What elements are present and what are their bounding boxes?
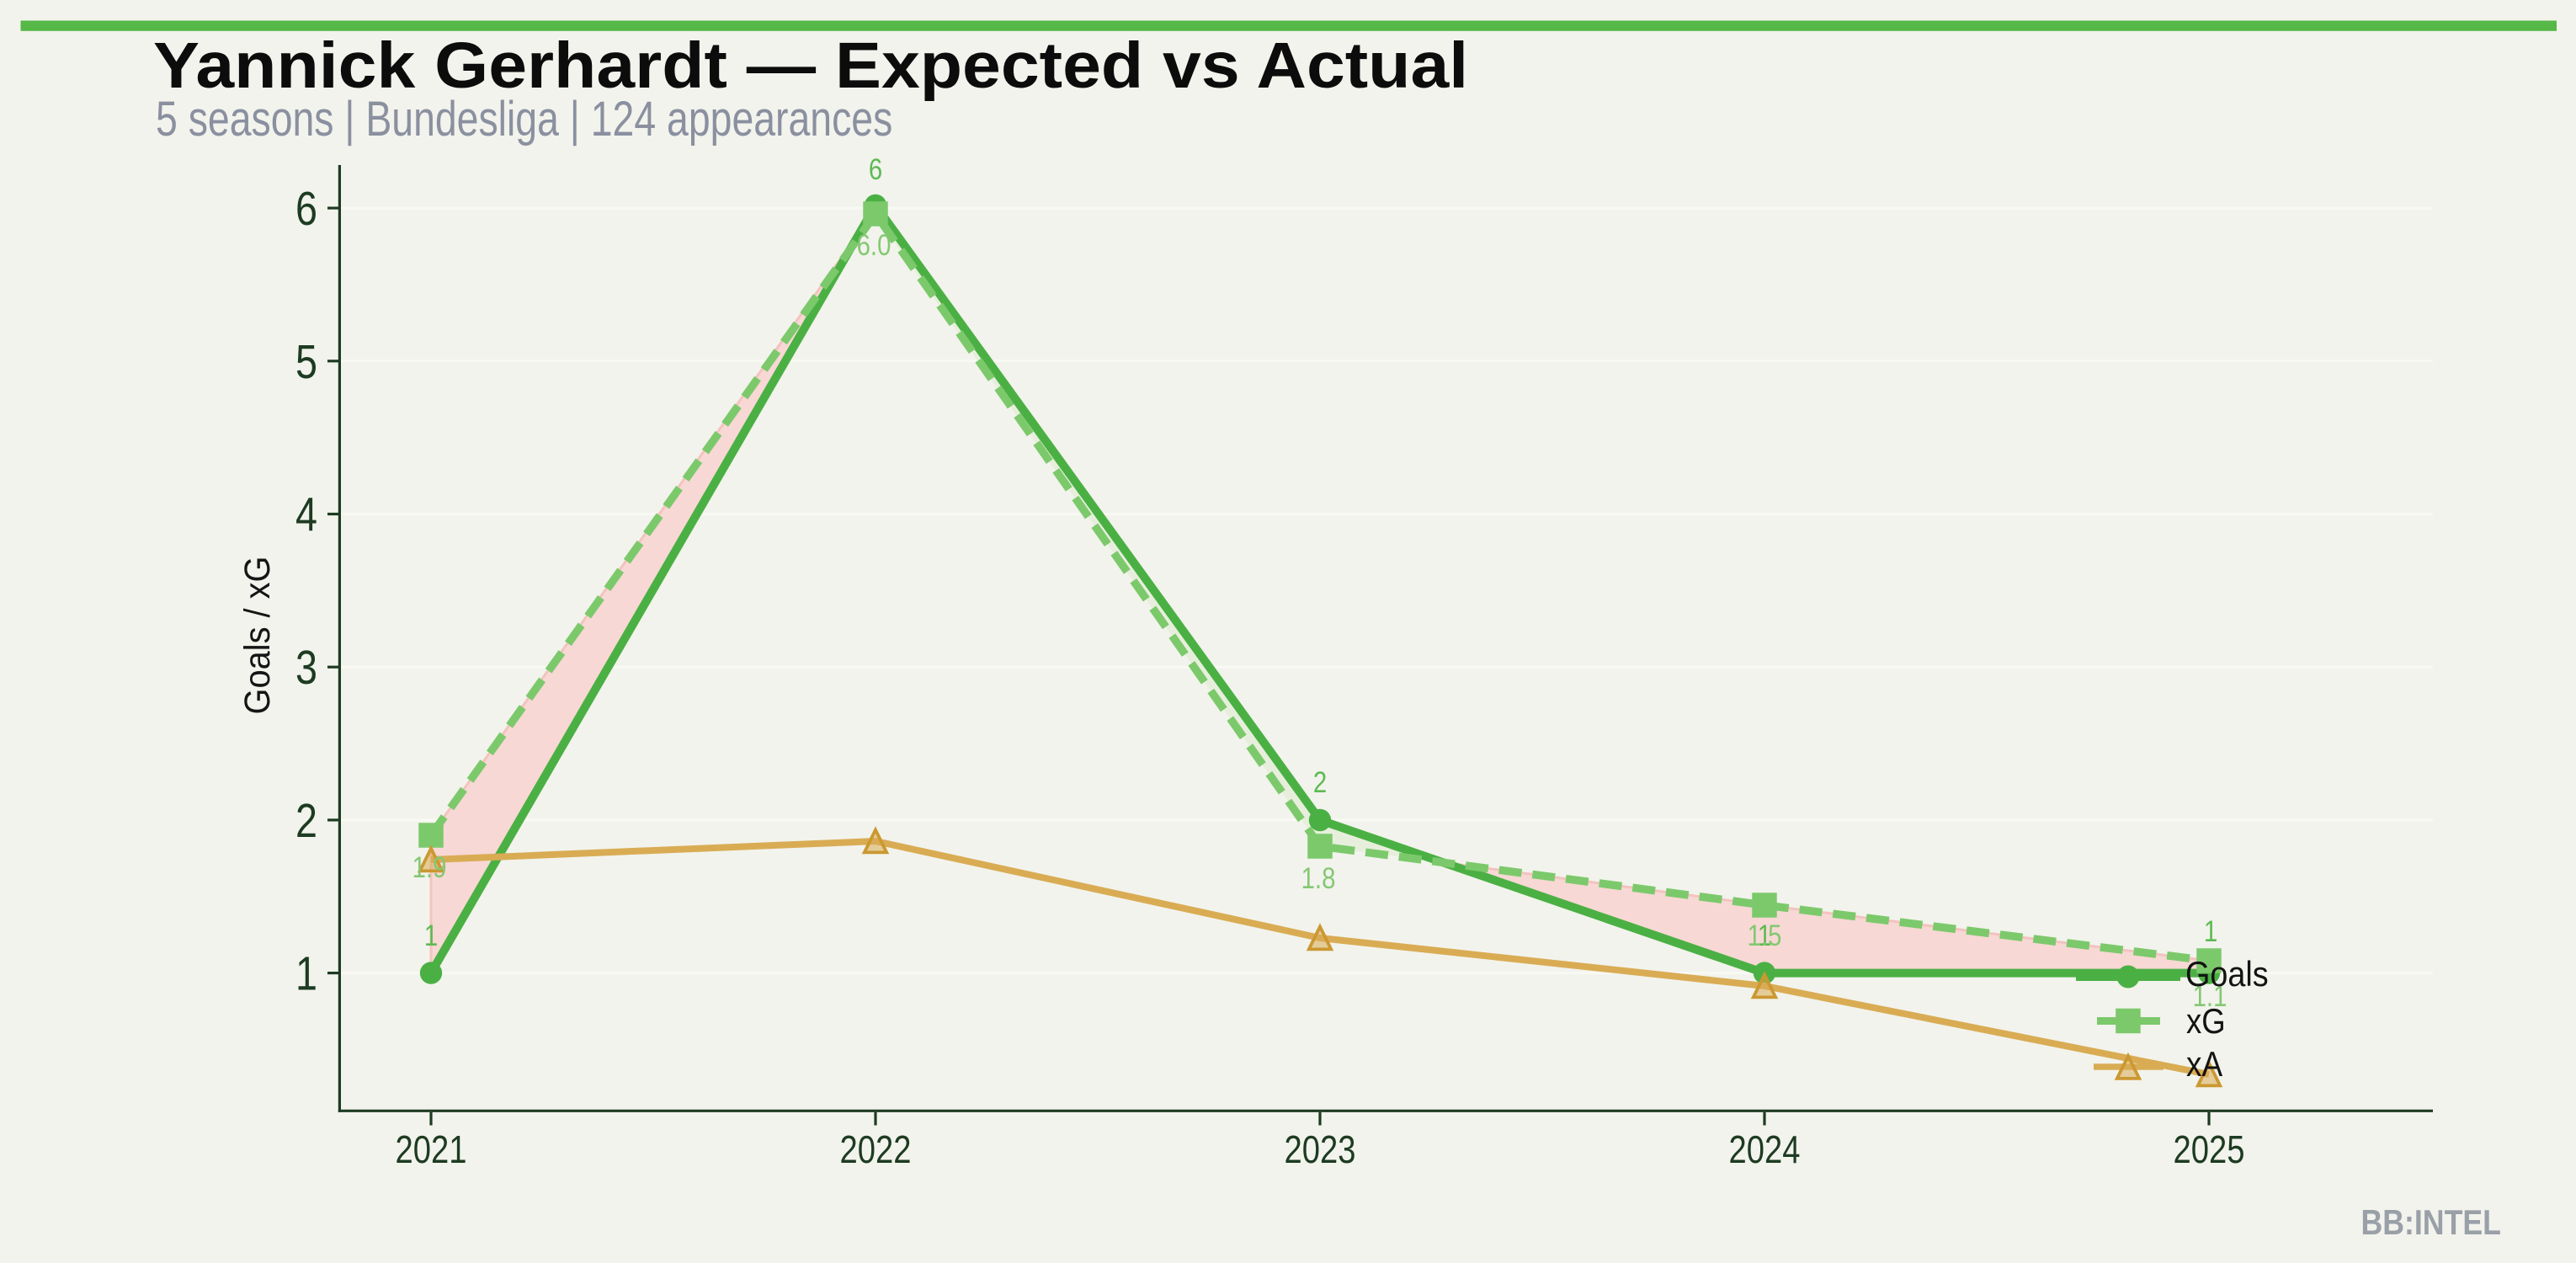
svg-text:BB:INTEL: BB:INTEL bbox=[2360, 1203, 2501, 1242]
svg-text:Goals / xG: Goals / xG bbox=[237, 557, 278, 715]
svg-text:2021: 2021 bbox=[396, 1128, 467, 1171]
svg-text:1: 1 bbox=[424, 919, 438, 952]
svg-text:Goals: Goals bbox=[2185, 955, 2269, 994]
svg-text:5 seasons | Bundesliga | 124 a: 5 seasons | Bundesliga | 124 appearances bbox=[156, 92, 892, 147]
svg-text:1.5: 1.5 bbox=[1748, 919, 1782, 952]
svg-text:2: 2 bbox=[1313, 766, 1327, 799]
svg-text:1: 1 bbox=[1758, 919, 1771, 952]
svg-text:1: 1 bbox=[2204, 915, 2217, 948]
svg-text:2024: 2024 bbox=[1729, 1128, 1801, 1171]
svg-text:2023: 2023 bbox=[1285, 1128, 1356, 1171]
svg-text:Yannick Gerhardt — Expected vs: Yannick Gerhardt — Expected vs Actual bbox=[153, 29, 1468, 101]
svg-text:1: 1 bbox=[295, 947, 317, 1000]
svg-text:6: 6 bbox=[295, 183, 317, 236]
svg-text:2025: 2025 bbox=[2174, 1128, 2245, 1171]
svg-text:6.0: 6.0 bbox=[857, 229, 891, 262]
svg-text:3: 3 bbox=[295, 642, 317, 695]
svg-text:xG: xG bbox=[2186, 1002, 2226, 1042]
svg-text:xA: xA bbox=[2186, 1045, 2223, 1084]
svg-text:2: 2 bbox=[295, 795, 317, 848]
svg-text:4: 4 bbox=[295, 488, 317, 541]
svg-text:2022: 2022 bbox=[840, 1128, 912, 1171]
svg-text:1.1: 1.1 bbox=[2193, 980, 2227, 1013]
svg-text:5: 5 bbox=[295, 335, 317, 388]
svg-text:1.8: 1.8 bbox=[1301, 862, 1336, 895]
svg-text:1.9: 1.9 bbox=[412, 851, 447, 884]
svg-text:6: 6 bbox=[869, 153, 882, 186]
